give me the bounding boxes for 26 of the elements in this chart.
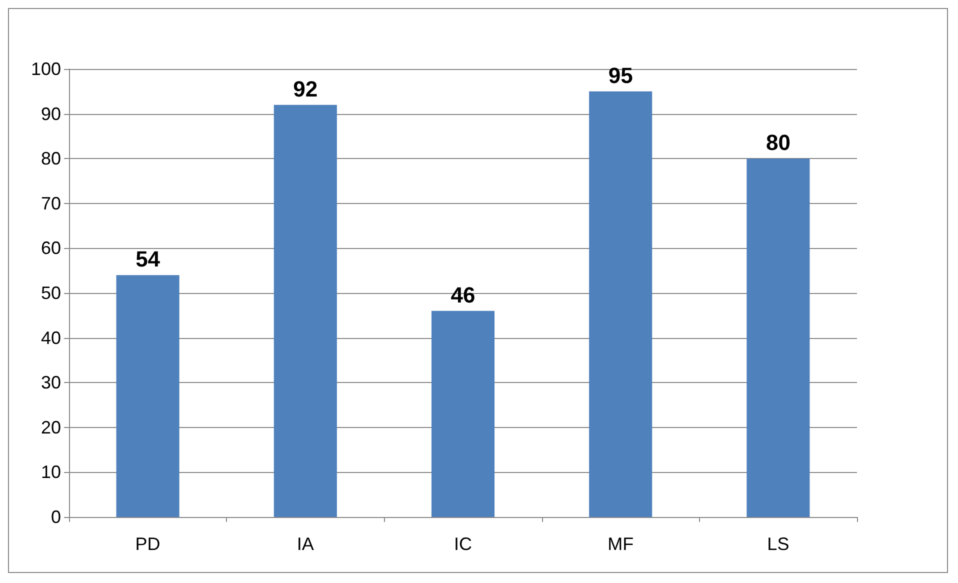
bar: [274, 104, 337, 517]
bar: [589, 91, 652, 517]
x-tick-label: LS: [767, 534, 790, 554]
y-tick-label: 60: [40, 238, 61, 258]
y-tick-label: 40: [40, 328, 61, 348]
bar: [116, 275, 180, 517]
x-tick-label: MF: [608, 534, 634, 554]
y-tick-label: 50: [40, 283, 61, 303]
data-label: 46: [450, 282, 476, 308]
y-tick-label: 30: [40, 372, 61, 393]
y-tick-label: 90: [40, 104, 61, 124]
data-label: 92: [293, 76, 318, 102]
data-label: 80: [766, 130, 790, 156]
data-label: 95: [608, 62, 633, 88]
y-tick-label: 100: [30, 59, 61, 79]
y-tick-label: 80: [40, 148, 61, 169]
y-tick-label: 0: [50, 507, 61, 527]
bar: [746, 158, 810, 517]
bar: [431, 310, 495, 517]
y-tick-label: 10: [40, 462, 61, 482]
x-tick-label: IA: [296, 534, 314, 554]
y-tick-label: 70: [40, 193, 61, 214]
data-label: 54: [136, 246, 161, 272]
y-tick-label: 20: [40, 417, 61, 438]
x-tick-label: IC: [454, 534, 472, 554]
x-tick-label: PD: [135, 534, 160, 554]
